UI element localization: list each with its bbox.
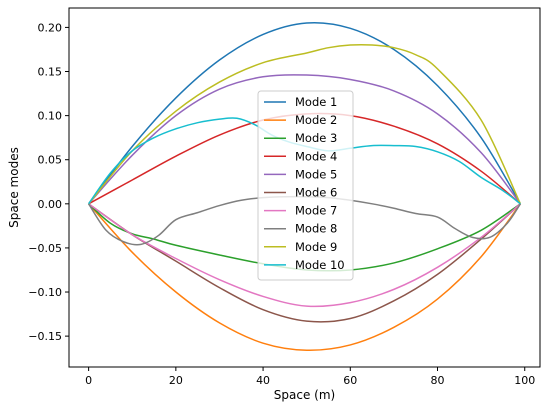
legend-label-mode-10: Mode 10 bbox=[295, 258, 345, 272]
y-tick-label: −0.10 bbox=[28, 286, 62, 299]
y-tick-label: 0.15 bbox=[38, 66, 63, 79]
y-tick-label: −0.15 bbox=[28, 330, 62, 343]
plot-frame bbox=[68, 7, 541, 368]
x-tick-label: 60 bbox=[343, 374, 357, 387]
legend-label-mode-6: Mode 6 bbox=[295, 186, 337, 200]
series-line-mode-7 bbox=[88, 203, 521, 308]
x-tick-label: 100 bbox=[514, 374, 535, 387]
legend-label-mode-5: Mode 5 bbox=[295, 167, 337, 181]
x-axis-label: Space (m) bbox=[274, 388, 335, 402]
series-line-mode-1 bbox=[88, 22, 522, 205]
y-tick-label: 0.05 bbox=[38, 154, 63, 167]
x-tick-label: 80 bbox=[431, 374, 445, 387]
legend-label-mode-8: Mode 8 bbox=[295, 222, 337, 236]
y-axis-label: Space modes bbox=[7, 147, 21, 228]
x-axis-ticks: 0 20 40 60 80 100 bbox=[85, 367, 535, 387]
series-line-mode-6 bbox=[88, 203, 521, 323]
x-tick-label: 40 bbox=[256, 374, 270, 387]
legend: Mode 1 Mode 2 Mode 3 Mode 4 Mode 5 Mode 6 Mode… bbox=[257, 90, 354, 281]
y-axis-ticks: −0.15 −0.10 −0.05 0.00 0.05 0.10 0.15 0.20 bbox=[28, 21, 69, 343]
series-lines bbox=[88, 22, 522, 352]
x-tick-label: 20 bbox=[169, 374, 183, 387]
y-tick-label: −0.05 bbox=[28, 242, 62, 255]
series-line-mode-2 bbox=[88, 203, 521, 352]
y-tick-label: 0.10 bbox=[38, 110, 63, 123]
x-tick-label: 0 bbox=[85, 374, 92, 387]
series-line-mode-9 bbox=[88, 43, 522, 205]
series-line-mode-5 bbox=[88, 74, 521, 205]
legend-label-mode-4: Mode 4 bbox=[295, 149, 337, 163]
y-tick-label: 0.20 bbox=[38, 21, 63, 34]
y-tick-label: 0.00 bbox=[38, 198, 63, 211]
legend-label-mode-7: Mode 7 bbox=[295, 204, 337, 218]
legend-label-mode-3: Mode 3 bbox=[295, 131, 337, 145]
legend-label-mode-1: Mode 1 bbox=[295, 95, 337, 109]
legend-label-mode-9: Mode 9 bbox=[295, 240, 337, 254]
legend-label-mode-2: Mode 2 bbox=[295, 113, 337, 127]
